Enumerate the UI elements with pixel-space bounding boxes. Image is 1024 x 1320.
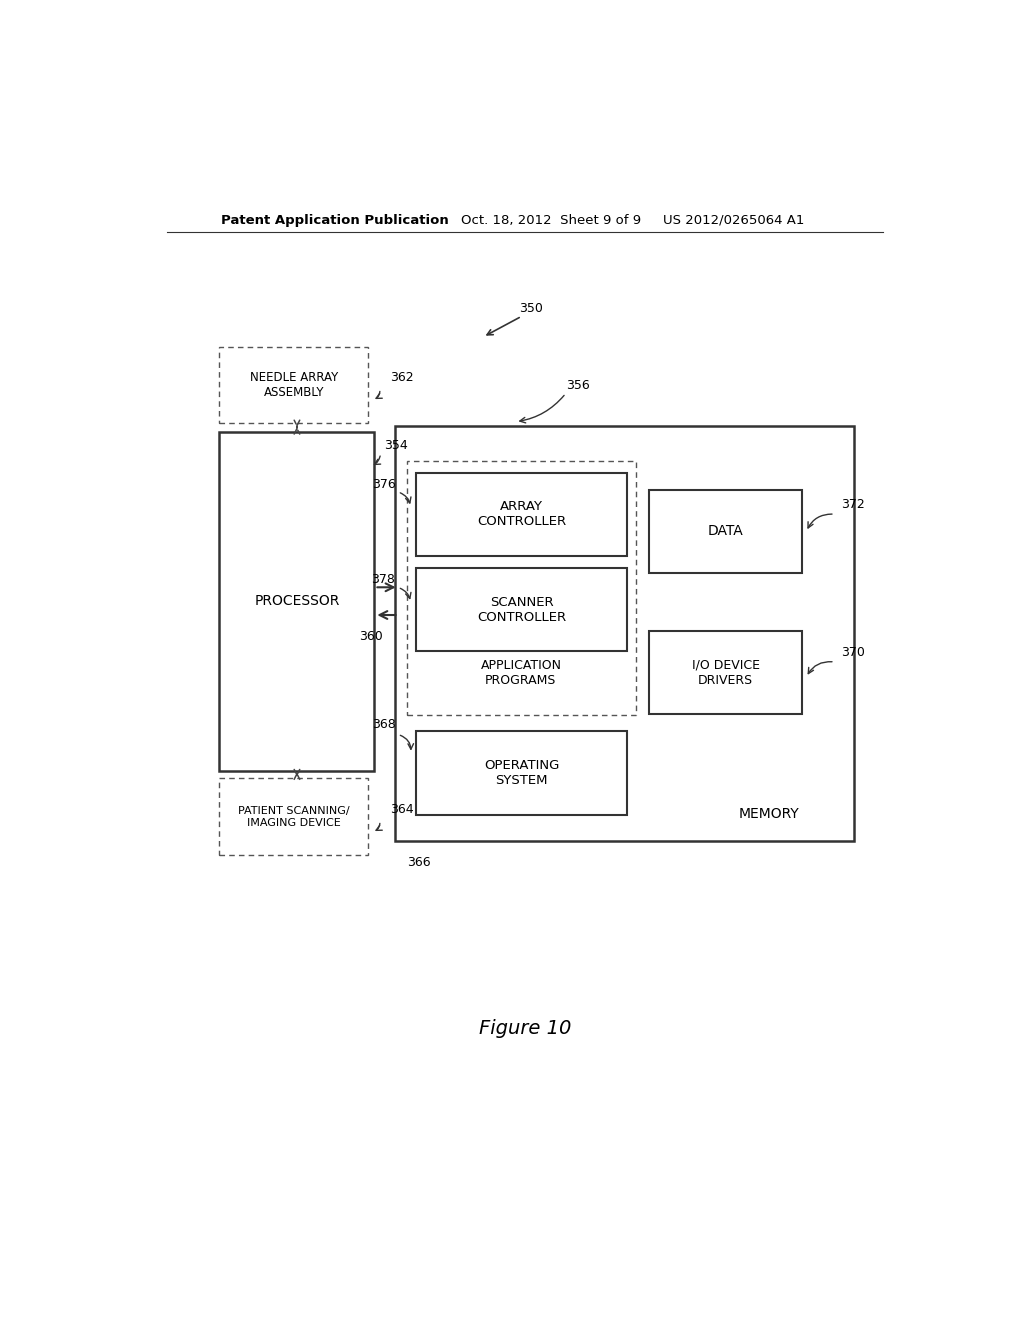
Text: US 2012/0265064 A1: US 2012/0265064 A1 [663,214,804,227]
Bar [417,730,627,816]
Text: 362: 362 [390,371,414,384]
Text: 350: 350 [519,302,543,315]
Bar [649,490,802,573]
Text: 354: 354 [384,440,408,453]
Bar [219,432,375,771]
Text: MEMORY: MEMORY [738,807,800,821]
Text: 364: 364 [390,803,414,816]
Text: 378: 378 [372,573,395,586]
Bar [417,473,627,556]
Bar [649,631,802,714]
Text: APPLICATION
PROGRAMS: APPLICATION PROGRAMS [480,659,561,686]
Text: 360: 360 [358,630,382,643]
Text: 366: 366 [407,855,430,869]
Bar [219,347,369,422]
Text: PROCESSOR: PROCESSOR [254,594,340,609]
Bar [417,568,627,651]
Text: 356: 356 [565,379,590,392]
Text: 370: 370 [841,647,865,659]
Text: 368: 368 [372,718,395,731]
Text: PATIENT SCANNING/
IMAGING DEVICE: PATIENT SCANNING/ IMAGING DEVICE [238,807,349,828]
Bar [395,426,854,841]
Text: 376: 376 [372,478,395,491]
Text: SCANNER
CONTROLLER: SCANNER CONTROLLER [477,595,566,623]
Text: I/O DEVICE
DRIVERS: I/O DEVICE DRIVERS [691,659,760,686]
Text: Oct. 18, 2012  Sheet 9 of 9: Oct. 18, 2012 Sheet 9 of 9 [461,214,641,227]
Text: DATA: DATA [708,524,743,539]
Text: 372: 372 [841,499,864,511]
Text: Patent Application Publication: Patent Application Publication [221,214,449,227]
Text: OPERATING
SYSTEM: OPERATING SYSTEM [484,759,559,787]
Text: Figure 10: Figure 10 [478,1019,571,1038]
Bar [219,779,369,855]
Text: ARRAY
CONTROLLER: ARRAY CONTROLLER [477,500,566,528]
Text: NEEDLE ARRAY
ASSEMBLY: NEEDLE ARRAY ASSEMBLY [250,371,338,399]
Bar [407,461,636,715]
